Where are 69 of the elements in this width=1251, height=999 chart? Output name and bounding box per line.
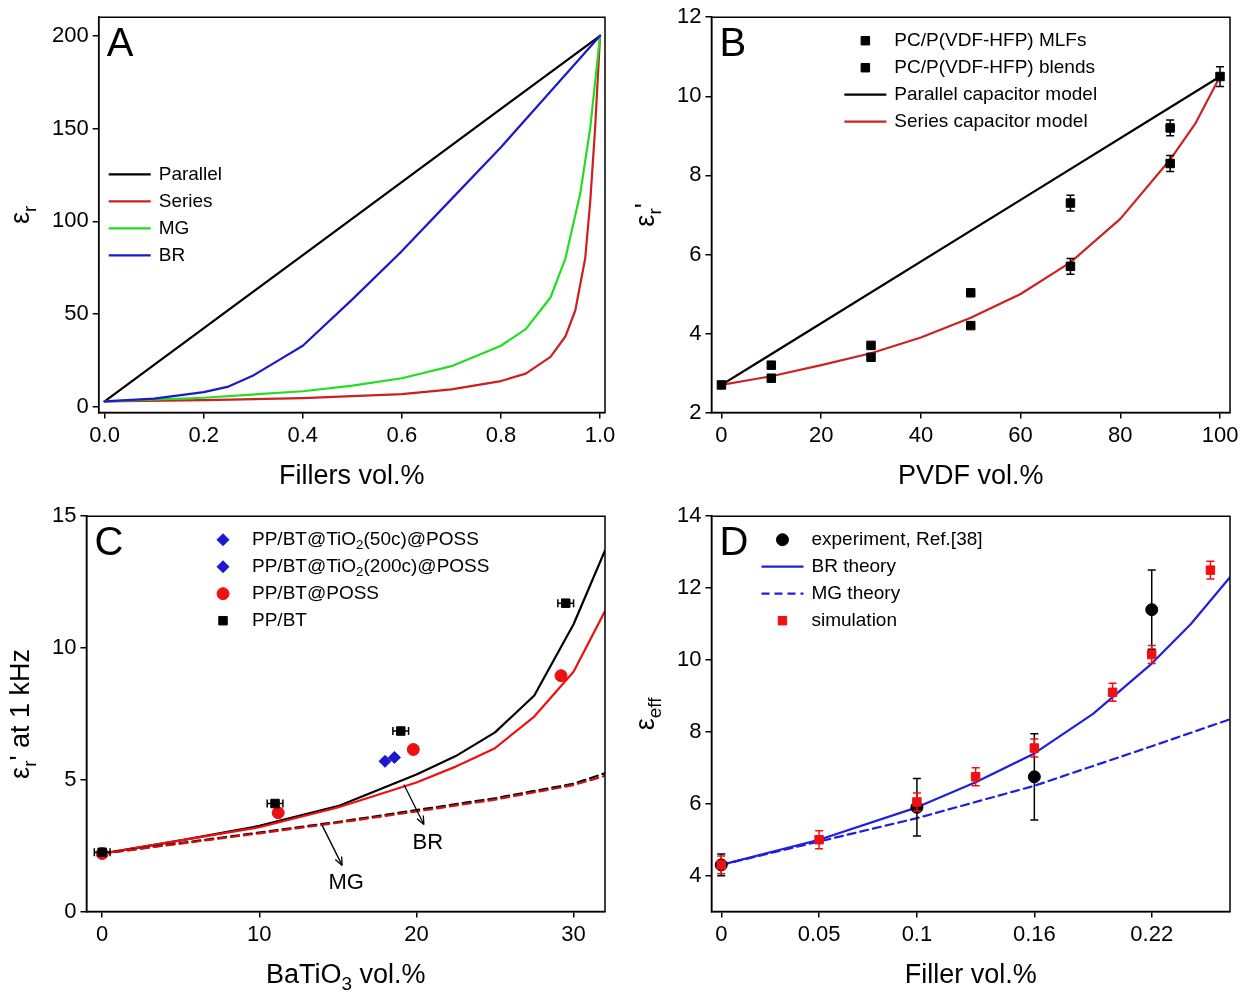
- x-tick-label: 0.4: [287, 421, 319, 447]
- x-tick-label: 80: [1108, 421, 1133, 447]
- legend-label: experiment, Ref.[38]: [811, 527, 983, 549]
- annotation: A: [106, 20, 134, 65]
- legend-label: PP/BT@POSS: [252, 581, 380, 603]
- x-tick-label: 60: [1008, 421, 1033, 447]
- legend-label: PC/P(VDF-HFP) blends: [894, 55, 1095, 77]
- annotation: C: [94, 519, 124, 564]
- x-tick-label: 1.0: [584, 421, 616, 447]
- y-tick-label: 6: [689, 789, 702, 815]
- x-tick-label: 0.8: [485, 421, 517, 447]
- legend-label: simulation: [811, 608, 898, 630]
- x-tick-label: 0.16: [1012, 920, 1056, 946]
- x-tick-label: 20: [404, 920, 429, 946]
- y-tick-label: 6: [689, 240, 702, 266]
- x-tick-label: 0: [96, 920, 109, 946]
- y-tick-label: 4: [689, 861, 702, 887]
- legend-label: BR: [158, 243, 186, 265]
- x-axis-title: Filler vol.%: [904, 959, 1037, 990]
- y-axis-title: εr: [5, 205, 40, 225]
- x-tick-label: 20: [808, 421, 834, 447]
- x-tick-label: 0.0: [89, 421, 120, 447]
- legend-label: PC/P(VDF-HFP) MLFs: [894, 28, 1087, 50]
- y-tick-label: 8: [689, 717, 702, 743]
- x-tick-label: 0.22: [1130, 920, 1174, 946]
- y-tick-label: 12: [676, 574, 702, 600]
- y-tick-label: 14: [676, 502, 702, 528]
- y-tick-label: 12: [676, 3, 702, 29]
- legend-label: Parallel: [158, 162, 223, 184]
- x-tick-label: 10: [247, 920, 272, 946]
- y-tick-label: 2: [689, 398, 702, 424]
- x-axis-title: Fillers vol.%: [279, 460, 425, 491]
- y-tick-label: 0: [76, 393, 89, 419]
- y-tick-label: 5: [64, 765, 77, 791]
- x-tick-label: 30: [561, 920, 586, 946]
- y-tick-label: 100: [51, 207, 89, 233]
- legend-label: Parallel capacitor model: [894, 82, 1098, 104]
- x-tick-label: 100: [1201, 421, 1239, 447]
- y-axis-title: εeff: [630, 696, 665, 731]
- legend-label: Series capacitor model: [894, 109, 1088, 131]
- y-tick-label: 0: [64, 897, 77, 923]
- y-axis-title: εr' at 1 kHz: [5, 648, 40, 779]
- x-tick-label: 0.05: [797, 920, 841, 946]
- y-tick-label: 50: [64, 300, 89, 326]
- annotation: MG: [328, 869, 364, 895]
- legend-label: MG theory: [811, 581, 901, 603]
- x-axis-title: PVDF vol.%: [897, 460, 1044, 491]
- legend-label: PP/BT: [252, 608, 308, 630]
- y-tick-label: 150: [51, 114, 89, 140]
- annotation: D: [719, 519, 749, 564]
- y-tick-label: 8: [689, 161, 702, 187]
- y-tick-label: 10: [676, 646, 702, 672]
- y-axis-title: εr': [630, 203, 665, 227]
- x-tick-label: 0.6: [386, 421, 418, 447]
- x-tick-label: 0: [715, 920, 728, 946]
- annotation: BR: [412, 828, 444, 854]
- x-tick-label: 40: [908, 421, 934, 447]
- y-tick-label: 200: [51, 21, 89, 47]
- y-tick-label: 10: [676, 82, 702, 108]
- x-tick-label: 0: [715, 421, 728, 447]
- legend-label: BR theory: [811, 554, 897, 576]
- y-tick-label: 15: [51, 502, 77, 528]
- y-tick-label: 10: [51, 634, 77, 660]
- annotation: B: [719, 20, 747, 65]
- legend-label: MG: [158, 216, 190, 238]
- x-tick-label: 0.2: [188, 421, 220, 447]
- legend-label: Series: [158, 189, 213, 211]
- y-tick-label: 4: [689, 319, 702, 345]
- x-tick-label: 0.1: [901, 920, 933, 946]
